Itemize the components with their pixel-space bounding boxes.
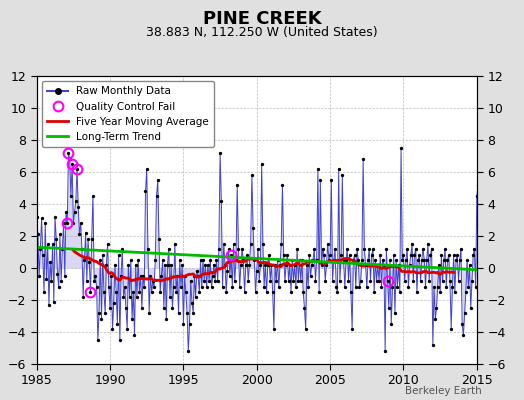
Text: 38.883 N, 112.250 W (United States): 38.883 N, 112.250 W (United States) <box>146 26 378 39</box>
Text: Berkeley Earth: Berkeley Earth <box>406 386 482 396</box>
Text: PINE CREEK: PINE CREEK <box>203 10 321 28</box>
Legend: Raw Monthly Data, Quality Control Fail, Five Year Moving Average, Long-Term Tren: Raw Monthly Data, Quality Control Fail, … <box>42 81 214 147</box>
